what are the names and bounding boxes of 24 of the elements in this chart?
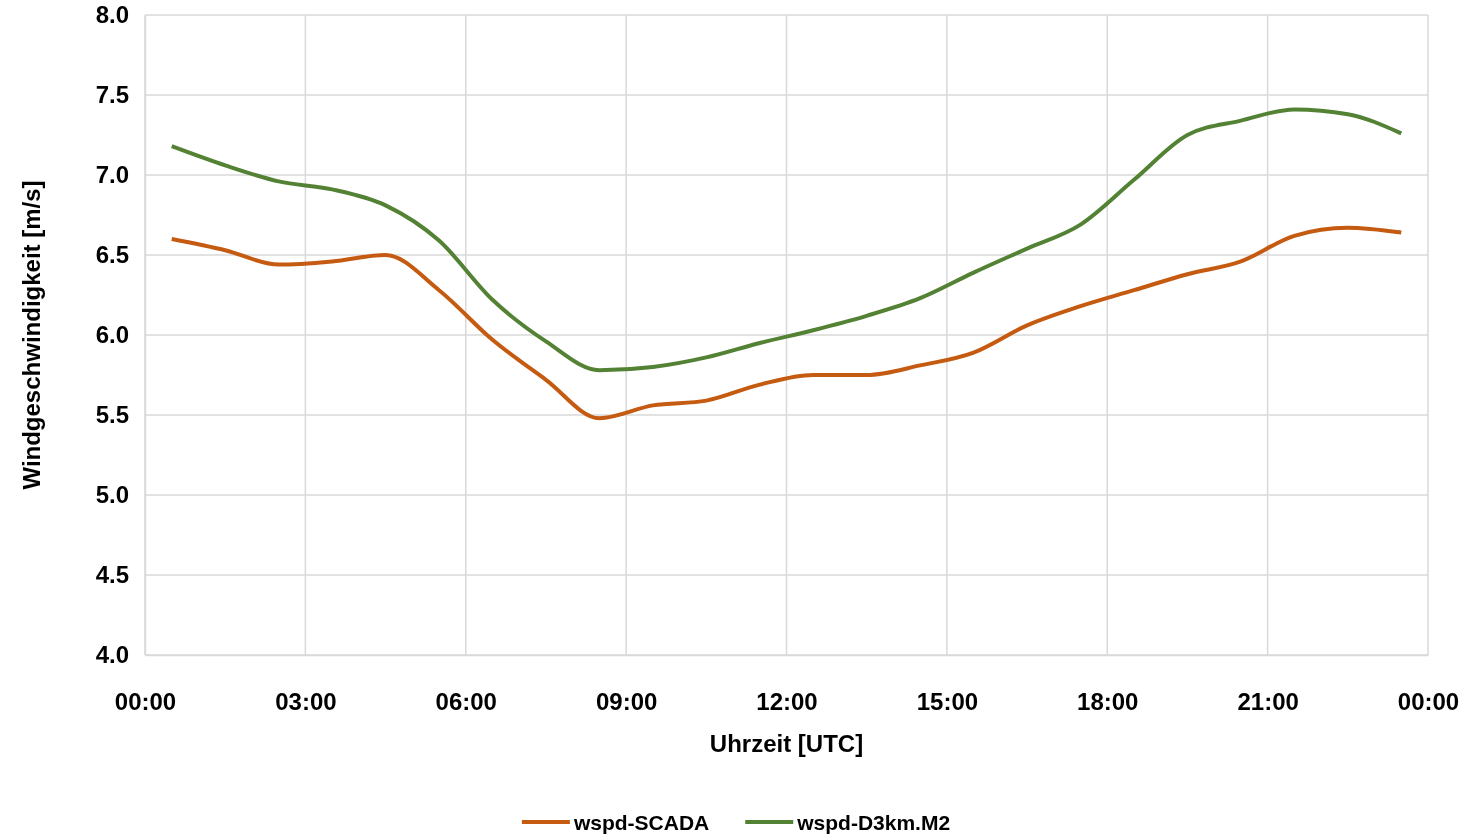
- y-tick-label: 4.0: [95, 641, 129, 669]
- y-tick-label: 8.0: [95, 1, 129, 29]
- x-tick-label: 00:00: [1397, 688, 1460, 716]
- y-tick-label: 5.5: [95, 401, 129, 429]
- line-series: [169, 225, 1404, 421]
- line-series: [169, 107, 1404, 373]
- y-tick-label: 7.0: [95, 161, 129, 189]
- legend-label: wspd-D3km.M2: [796, 811, 951, 834]
- x-tick-label: 21:00: [1237, 688, 1299, 716]
- legend-label: wspd-SCADA: [572, 811, 710, 834]
- y-tick-label: 7.5: [95, 81, 129, 109]
- x-tick-label: 06:00: [435, 688, 497, 716]
- y-tick-label: 5.0: [95, 481, 129, 509]
- x-tick-label: 03:00: [275, 688, 337, 716]
- y-tick-label: 6.5: [95, 241, 129, 269]
- y-tick-label: 6.0: [95, 321, 129, 349]
- x-tick-label: 00:00: [114, 688, 177, 716]
- x-tick-label: 12:00: [756, 688, 818, 716]
- y-tick-label: 4.5: [95, 561, 129, 589]
- y-axis-title: Windgeschwindigkeit [m/s]: [18, 180, 45, 490]
- x-axis-title: Uhrzeit [UTC]: [709, 730, 864, 757]
- x-tick-label: 09:00: [595, 688, 658, 716]
- x-tick-label: 18:00: [1077, 688, 1139, 716]
- x-tick-label: 15:00: [916, 688, 979, 716]
